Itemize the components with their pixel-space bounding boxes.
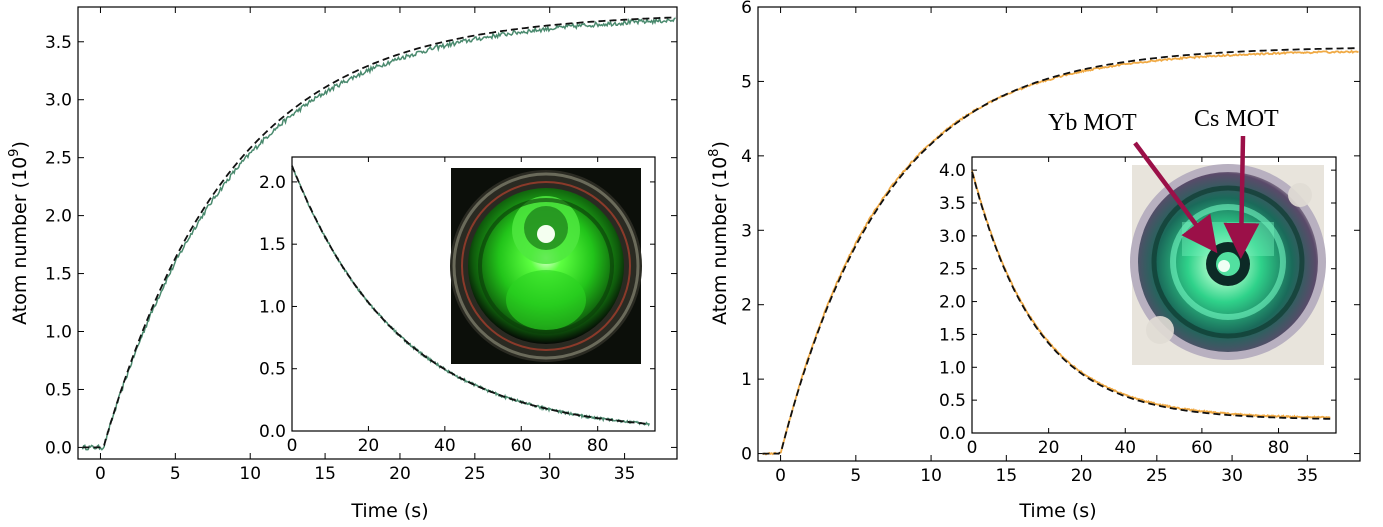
left-main-x-tick-label: 30 <box>539 464 561 484</box>
left-y-axis-label: Atom number (109) <box>7 141 31 325</box>
right-inset-y-tick-label: 1.5 <box>939 325 966 345</box>
cyan-green-mot-photo <box>1130 164 1326 365</box>
left-main-y-tick-label: 2.5 <box>45 149 72 169</box>
left-inset-ticks: 0 20 40 60 80 0.0 0.5 1.0 1.5 2.0 <box>259 157 655 456</box>
right-main-y-tick-label: 6 <box>741 0 752 18</box>
right-inset-y-tick-label: 0.0 <box>939 424 966 444</box>
left-main-y-tick-label: 0.5 <box>45 380 72 400</box>
left-inset-x-tick-label: 0 <box>287 436 298 456</box>
left-inset-y-tick-label: 0.5 <box>259 360 286 380</box>
right-inset-frame <box>971 156 1337 434</box>
left-main-ticks: 0 5 10 15 20 25 30 35 0.0 0.5 1.0 1.5 2.0 2.5 3.0 3.5 <box>45 7 677 484</box>
left-main-y-tick-label: 3.0 <box>45 91 72 111</box>
left-inset-frame <box>291 156 656 432</box>
right-main-ticks: 0 5 10 15 20 25 30 35 0 1 2 3 4 5 6 <box>741 0 1360 486</box>
left-inset-y-tick-label: 0.0 <box>259 422 286 442</box>
right-inset-fit-line <box>971 171 1331 420</box>
yb-mot-label: Yb MOT <box>1048 110 1137 136</box>
left-main-y-tick-label: 3.5 <box>45 33 72 53</box>
right-main-panel: 0 5 10 15 20 25 30 35 0 1 2 3 4 5 6 Time (s) Atom numb… <box>707 0 1361 522</box>
left-inset-fit-line <box>291 165 650 425</box>
right-main-data-line <box>762 49 1359 456</box>
right-main-x-tick-label: 5 <box>850 466 861 486</box>
left-main-x-tick-label: 5 <box>170 464 181 484</box>
left-inset-y-tick-label: 1.5 <box>259 235 286 255</box>
right-inset-x-tick-label: 40 <box>1114 438 1136 458</box>
left-main-fit-line <box>82 16 676 449</box>
left-main-y-tick-label: 2.0 <box>45 207 72 227</box>
right-main-y-tick-label: 4 <box>741 147 752 167</box>
left-x-axis-label: Time (s) <box>350 500 428 522</box>
left-y-axis-label-exponent: 9 <box>7 149 22 157</box>
green-mot-photo <box>450 168 642 364</box>
right-main-frame <box>757 6 1361 462</box>
left-inset-panel: 0 20 40 60 80 0.0 0.5 1.0 1.5 2.0 <box>259 156 656 456</box>
right-inset-panel: 0 20 40 60 80 0.0 0.5 1.0 1.5 2.0 2.5 3.0 3.5 4.0 Yb … <box>939 106 1337 458</box>
right-main-y-tick-label: 3 <box>741 221 752 241</box>
right-y-axis-label-base: Atom number (10 <box>709 157 731 325</box>
right-y-axis-label: Atom number (108) <box>707 141 731 325</box>
left-main-y-tick-label: 1.5 <box>45 265 72 285</box>
right-inset-x-tick-label: 0 <box>967 438 978 458</box>
right-x-axis-label: Time (s) <box>1018 500 1096 522</box>
right-inset-y-tick-label: 0.5 <box>939 391 966 411</box>
left-main-panel: 0 5 10 15 20 25 30 35 0.0 0.5 1.0 1.5 2.0 2.5 3.0 3.5 T… <box>7 6 678 522</box>
right-main-y-tick-label: 0 <box>741 445 752 465</box>
left-main-x-tick-label: 0 <box>95 464 106 484</box>
right-inset-x-tick-label: 60 <box>1191 438 1213 458</box>
right-main-y-tick-label: 1 <box>741 370 752 390</box>
left-y-axis-label-base: Atom number (10 <box>9 157 31 325</box>
cs-mot-arrow <box>1223 135 1260 259</box>
left-inset-x-tick-label: 60 <box>510 436 532 456</box>
left-main-y-tick-label: 0.0 <box>45 438 72 458</box>
right-inset-y-tick-label: 3.5 <box>939 194 966 214</box>
right-inset-ticks: 0 20 40 60 80 0.0 0.5 1.0 1.5 2.0 2.5 3.0 3.5 4.0 <box>939 157 1336 458</box>
left-main-data-line <box>81 16 676 451</box>
right-inset-y-tick-label: 1.0 <box>939 358 966 378</box>
left-main-x-tick-label: 25 <box>464 464 486 484</box>
right-main-x-tick-label: 10 <box>920 466 942 486</box>
left-main-x-tick-label: 35 <box>614 464 636 484</box>
right-main-x-tick-label: 25 <box>1146 466 1168 486</box>
left-inset-x-tick-label: 40 <box>434 436 456 456</box>
right-inset-y-tick-label: 2.5 <box>939 260 966 280</box>
right-inset-x-tick-label: 20 <box>1038 438 1060 458</box>
left-main-frame <box>77 6 678 460</box>
right-main-x-tick-label: 0 <box>775 466 786 486</box>
right-y-axis-label-exponent: 8 <box>707 149 722 157</box>
right-inset-y-tick-label: 3.0 <box>939 227 966 247</box>
right-main-x-tick-label: 20 <box>1071 466 1093 486</box>
cs-mot-label: Cs MOT <box>1194 106 1279 132</box>
yb-mot-arrow <box>1133 141 1218 254</box>
left-main-y-tick-label: 1.0 <box>45 323 72 343</box>
right-main-x-tick-label: 35 <box>1297 466 1319 486</box>
left-main-x-tick-label: 20 <box>389 464 411 484</box>
right-main-y-tick-label: 5 <box>741 72 752 92</box>
right-main-x-tick-label: 15 <box>996 466 1018 486</box>
left-main-x-tick-label: 10 <box>239 464 261 484</box>
right-inset-y-tick-label: 2.0 <box>939 293 966 313</box>
right-main-y-tick-label: 2 <box>741 296 752 316</box>
left-inset-x-tick-label: 80 <box>587 436 609 456</box>
right-inset-x-tick-label: 80 <box>1268 438 1290 458</box>
left-main-x-tick-label: 15 <box>314 464 336 484</box>
left-inset-y-tick-label: 2.0 <box>259 173 286 193</box>
right-main-x-tick-label: 30 <box>1221 466 1243 486</box>
right-inset-y-tick-label: 4.0 <box>939 161 966 181</box>
left-inset-x-tick-label: 20 <box>358 436 380 456</box>
left-inset-y-tick-label: 1.0 <box>259 297 286 317</box>
